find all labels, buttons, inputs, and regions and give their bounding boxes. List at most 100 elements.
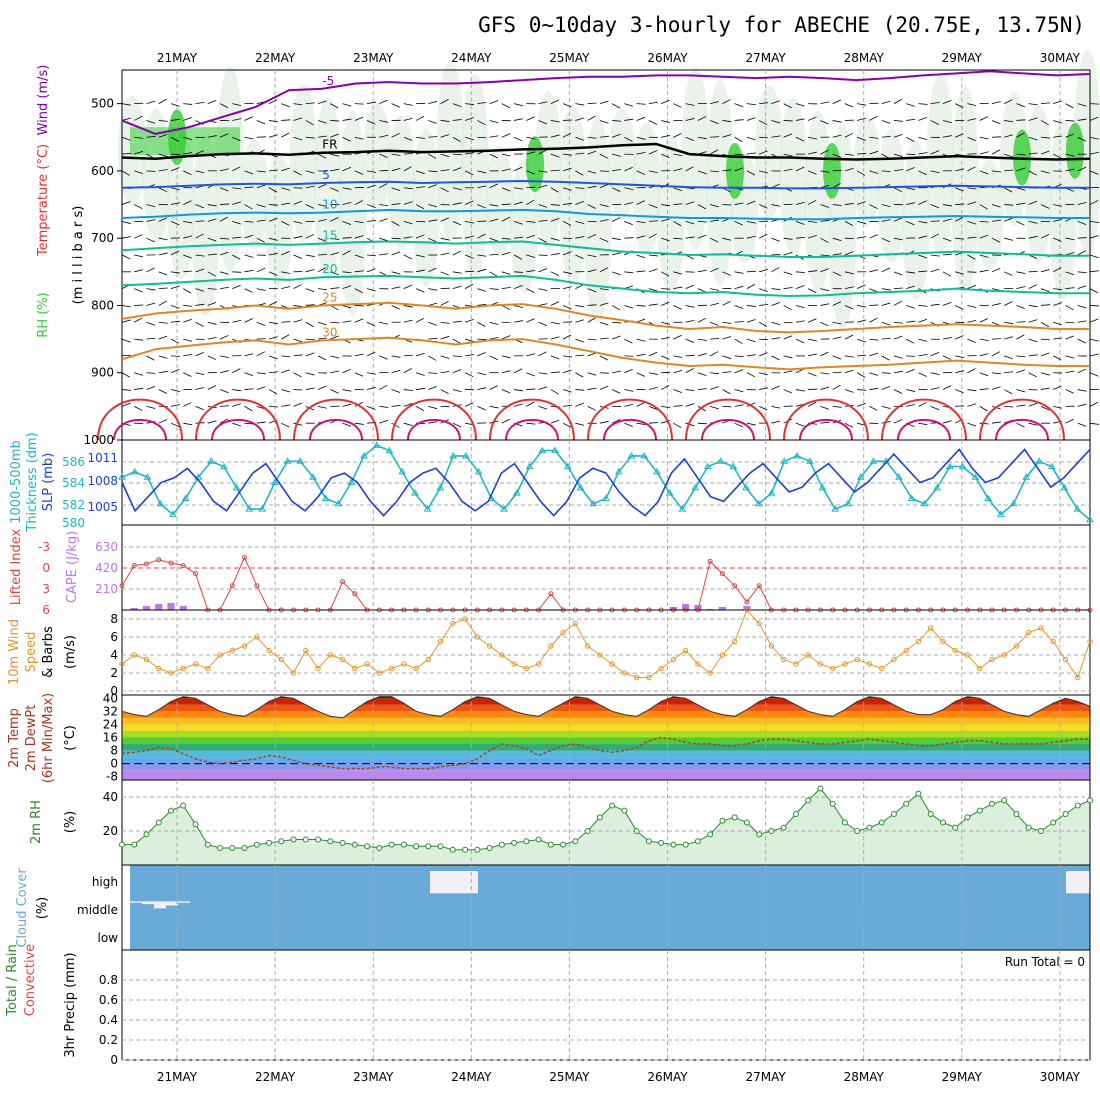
wind-barb <box>294 320 303 323</box>
cloud-high-gap <box>454 871 466 893</box>
wind-barb <box>563 104 571 107</box>
thickness-tick-label: 584 <box>62 476 85 490</box>
precip-frame <box>122 950 1090 1060</box>
wind-barb <box>367 373 376 375</box>
wind-barb <box>416 318 424 322</box>
wind-barb <box>245 318 253 322</box>
rh-marker <box>953 825 958 830</box>
pressure-tick-label: 700 <box>91 231 114 245</box>
wind-barb <box>918 423 927 425</box>
wind-barb <box>588 339 597 340</box>
wind-barb <box>171 390 180 392</box>
wind-barb <box>637 373 645 377</box>
wind-barb <box>686 320 695 322</box>
wind-barb <box>735 286 744 288</box>
wind-barb <box>171 104 180 107</box>
wind-barb <box>490 120 499 122</box>
wind-barb <box>698 270 707 272</box>
wind-barb <box>355 423 364 424</box>
wind-barb <box>343 104 352 106</box>
wind-barb <box>1065 322 1074 323</box>
rh-marker <box>634 829 639 834</box>
wind-barb <box>612 390 620 394</box>
wind-barb <box>931 406 939 409</box>
slp-tick-label: 1005 <box>87 500 118 514</box>
wind-barb <box>637 339 646 341</box>
wind-barb <box>257 352 265 356</box>
pressure-tick-label: 600 <box>91 164 114 178</box>
wind-barb <box>747 355 756 356</box>
wind-barb <box>392 272 401 274</box>
wind-barb <box>281 322 290 323</box>
wind-barb <box>833 337 842 339</box>
wind-barb <box>1029 373 1037 377</box>
rh-marker <box>793 812 798 817</box>
wind-barb <box>747 284 755 288</box>
wind-barb <box>281 390 290 392</box>
wind-barb <box>428 406 437 408</box>
wind-barb <box>710 352 718 356</box>
wind-barb <box>967 320 976 322</box>
wind-barb <box>147 101 156 103</box>
wind-barb <box>845 390 854 393</box>
rh-marker <box>830 801 835 806</box>
pressure-axis-label: (m i l l i b a r s) <box>71 206 86 305</box>
wind-barb <box>1078 305 1087 307</box>
wind-barb <box>943 356 951 360</box>
wind-barb <box>722 336 731 339</box>
wind-barb <box>1090 373 1098 377</box>
wind-barb <box>490 386 498 390</box>
rh-marker <box>389 842 394 847</box>
wind-barb <box>159 390 167 394</box>
wind-barb <box>771 267 779 271</box>
wind-barb <box>122 339 130 342</box>
wind-barb <box>588 353 597 356</box>
wind-barb <box>465 355 474 356</box>
rh-marker <box>867 825 872 830</box>
slp-tick-label: 1008 <box>87 474 118 488</box>
rh-marker <box>1075 803 1080 808</box>
wind-barb <box>404 255 412 259</box>
wind-barb <box>808 339 817 341</box>
wind-barb <box>784 288 793 289</box>
wind-barb <box>759 353 767 356</box>
thickness-tick-label: 582 <box>62 498 85 512</box>
temp-band <box>122 731 1090 738</box>
rh-marker <box>781 825 786 830</box>
wind-barb <box>257 322 265 325</box>
precip-tick-label: 0.2 <box>99 1033 118 1047</box>
wind-barb <box>208 322 217 324</box>
rh-marker <box>891 812 896 817</box>
rh-shade-blob <box>951 87 979 293</box>
wind-barb <box>955 390 963 393</box>
wind-barb <box>134 289 142 292</box>
wind-barb <box>906 369 914 372</box>
wind-barb <box>1016 286 1025 288</box>
top-date-label: 26MAY <box>647 51 688 65</box>
pressure-tick-label: 900 <box>91 366 114 380</box>
rh-marker <box>561 842 566 847</box>
wind-barb <box>465 403 473 407</box>
wind-barb <box>637 117 645 120</box>
wind-barb <box>306 373 315 375</box>
wind-barb <box>1016 356 1025 357</box>
wind-barb <box>759 406 767 410</box>
wind-barb <box>735 356 744 357</box>
wind-barb <box>343 369 351 373</box>
cape-tick-label: 420 <box>95 561 118 575</box>
wind-barb <box>1041 388 1050 390</box>
wind-barb <box>833 406 842 407</box>
cape-bar <box>180 606 187 610</box>
wind-barb <box>710 387 719 390</box>
wind-barb <box>967 305 976 307</box>
rh-axis-label: RH (%) <box>36 292 51 337</box>
wind-barb <box>980 270 989 272</box>
wind-barb <box>367 289 376 291</box>
wind-barb <box>869 235 877 239</box>
rh-marker <box>414 844 419 849</box>
cloud-middle-gap <box>142 901 154 904</box>
wind-barb <box>918 403 926 407</box>
wind-barb <box>992 268 1000 272</box>
wind-barb <box>1090 255 1099 258</box>
wind-barb <box>196 322 204 326</box>
